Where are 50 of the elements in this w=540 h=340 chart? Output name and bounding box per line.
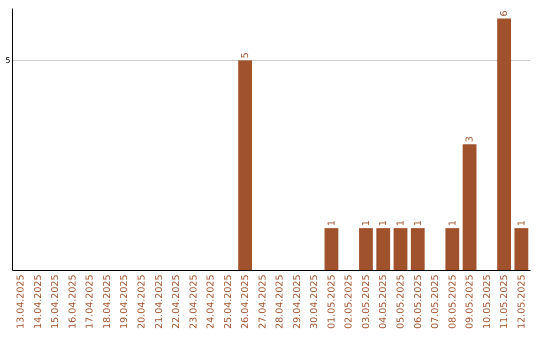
x-tick-label: 29.04.2025 <box>292 274 303 329</box>
x-tick-label: 07.05.2025 <box>430 274 442 329</box>
bar <box>376 228 390 270</box>
x-tick-label: 03.05.2025 <box>360 274 372 329</box>
x-tick-label: 04.05.2025 <box>378 274 390 329</box>
bar <box>497 18 512 270</box>
bar <box>445 228 460 270</box>
x-tick-label: 17.04.2025 <box>84 274 96 329</box>
x-tick-label: 30.04.2025 <box>309 274 320 329</box>
bar <box>394 228 408 270</box>
data-label: 1 <box>326 220 338 226</box>
bar <box>514 228 528 270</box>
x-tick-label: 11.05.2025 <box>499 274 510 329</box>
x-tick-label: 12.05.2025 <box>516 274 528 329</box>
x-tick-label: 10.05.2025 <box>482 274 493 329</box>
data-label: 1 <box>412 220 424 226</box>
data-label: 1 <box>447 220 458 226</box>
x-tick-label: 01.05.2025 <box>326 274 338 329</box>
x-tick-label: 09.05.2025 <box>464 274 476 329</box>
x-tick-label: 22.04.2025 <box>171 274 182 329</box>
x-tick-label: 27.04.2025 <box>257 274 268 329</box>
x-tick-label: 18.04.2025 <box>102 274 113 329</box>
x-tick-label: 19.04.2025 <box>119 274 130 329</box>
data-label: 5 <box>240 52 252 58</box>
x-tick-label: 20.04.2025 <box>136 274 148 329</box>
data-label: 1 <box>378 220 390 226</box>
bar <box>410 228 425 270</box>
bar <box>238 60 252 270</box>
x-tick-label: 21.04.2025 <box>154 274 165 329</box>
bar <box>324 228 338 270</box>
x-tick-label: 26.04.2025 <box>240 274 252 329</box>
bar <box>359 228 373 270</box>
x-tick-label: 05.05.2025 <box>396 274 406 329</box>
data-label: 1 <box>516 220 528 226</box>
x-tick-label: 24.04.2025 <box>206 274 217 329</box>
data-label: 6 <box>499 10 510 16</box>
data-label: 1 <box>360 220 372 226</box>
x-tick-label: 02.05.2025 <box>344 274 355 329</box>
x-tick-label: 28.04.2025 <box>274 274 286 329</box>
x-tick-label: 25.04.2025 <box>222 274 234 329</box>
data-label: 1 <box>396 220 406 226</box>
x-tick-label: 14.04.2025 <box>32 274 44 329</box>
x-tick-label: 23.04.2025 <box>188 274 200 329</box>
data-label: 3 <box>464 136 476 142</box>
x-tick-label: 08.05.2025 <box>447 274 458 329</box>
bar <box>462 144 476 270</box>
x-tick-label: 15.04.2025 <box>50 274 62 329</box>
x-tick-label: 13.04.2025 <box>16 274 27 329</box>
x-tick-label: 06.05.2025 <box>412 274 424 329</box>
x-tick-label: 16.04.2025 <box>67 274 78 329</box>
